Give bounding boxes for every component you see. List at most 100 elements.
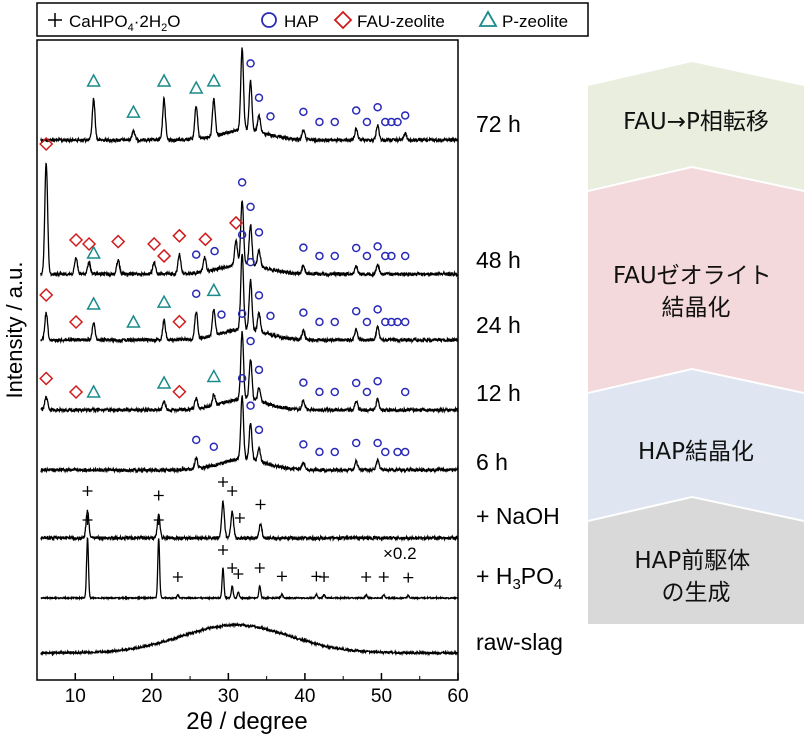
cahpo4-plus-marker bbox=[234, 512, 245, 523]
cahpo4-plus-marker bbox=[218, 545, 229, 555]
p-zeolite-triangle-marker bbox=[156, 73, 172, 87]
cahpo4-plus-marker bbox=[361, 572, 372, 582]
fau-diamond-marker bbox=[39, 371, 54, 386]
hap-circle-marker bbox=[237, 178, 247, 187]
fau-diamond-marker bbox=[68, 232, 84, 248]
fau-diamond-marker bbox=[157, 248, 172, 264]
cahpo4-plus-marker bbox=[227, 563, 238, 573]
hap-circle-marker bbox=[362, 317, 372, 327]
x-tick-label: 20 bbox=[141, 686, 162, 707]
hap-circle-marker bbox=[217, 310, 226, 319]
cahpo4-plus-marker bbox=[82, 515, 93, 525]
hap-circle-marker bbox=[191, 435, 201, 445]
trace-raw-slag bbox=[40, 621, 459, 657]
legend-circle-icon bbox=[261, 12, 277, 28]
trace-48-h bbox=[40, 162, 459, 279]
hap-circle-marker bbox=[381, 117, 390, 127]
fau-diamond-marker bbox=[172, 228, 187, 243]
cahpo4-plus-marker bbox=[172, 572, 183, 582]
hap-circle-marker bbox=[299, 243, 308, 252]
stage-arrow-fau-to-p bbox=[588, 62, 804, 190]
p-zeolite-triangle-marker bbox=[206, 368, 222, 383]
x-tick-label: 10 bbox=[65, 686, 86, 707]
cahpo4-plus-marker bbox=[378, 572, 389, 582]
hap-circle-marker bbox=[254, 425, 264, 435]
hap-circle-marker bbox=[381, 251, 390, 261]
cahpo4-plus-marker bbox=[227, 486, 238, 496]
hap-circle-marker bbox=[351, 438, 361, 448]
stage-label-hap-crystallization: HAP結晶化 bbox=[638, 439, 754, 465]
trace-12-h bbox=[40, 330, 459, 415]
p-zeolite-triangle-marker bbox=[126, 314, 141, 328]
fau-diamond-marker bbox=[81, 236, 97, 252]
hap-circle-marker bbox=[362, 387, 372, 397]
series-labels: 72 h 48 h 24 h 12 h 6 h + NaOH + H3PO4 ×… bbox=[383, 111, 563, 655]
series-label-24h: 24 h bbox=[476, 312, 521, 338]
p-zeolite-triangle-marker bbox=[206, 282, 222, 297]
legend-item-hap: HAP bbox=[261, 12, 319, 31]
p-zeolite-triangle-marker bbox=[86, 296, 101, 310]
hap-circle-marker bbox=[381, 317, 390, 327]
p-zeolite-triangle-marker bbox=[156, 294, 172, 308]
p-zeolite-triangle-marker bbox=[86, 73, 101, 87]
fau-diamond-marker bbox=[39, 287, 54, 303]
cahpo4-plus-marker bbox=[218, 477, 229, 487]
hap-circle-marker bbox=[351, 106, 361, 115]
cahpo4-plus-marker bbox=[403, 572, 414, 583]
hap-circle-marker bbox=[373, 305, 382, 314]
hap-circle-marker bbox=[237, 373, 247, 383]
series-label-72h: 72 h bbox=[476, 111, 521, 137]
legend-label-cahpo4: CaHPO4·2H2O bbox=[69, 12, 180, 34]
p-zeolite-triangle-marker bbox=[86, 245, 101, 259]
p-zeolite-triangle-marker bbox=[126, 104, 141, 118]
hap-circle-marker bbox=[400, 251, 410, 261]
hap-circle-marker bbox=[254, 93, 264, 102]
scale-label-h3po4: ×0.2 bbox=[383, 544, 417, 563]
legend-label-p-zeolite: P-zeolite bbox=[502, 12, 568, 31]
fau-diamond-marker bbox=[228, 215, 244, 230]
hap-circle-marker bbox=[373, 438, 382, 448]
hap-circle-marker bbox=[246, 59, 255, 68]
series-label-raw-slag: raw-slag bbox=[476, 629, 563, 655]
fau-diamond-marker bbox=[172, 384, 187, 399]
hap-circle-marker bbox=[373, 376, 382, 386]
fau-diamond-marker bbox=[39, 136, 54, 152]
hap-circle-marker bbox=[299, 378, 308, 387]
hap-circle-marker bbox=[381, 447, 390, 457]
p-zeolite-triangle-marker bbox=[86, 384, 101, 398]
hap-circle-marker bbox=[387, 317, 396, 327]
hap-circle-marker bbox=[400, 317, 410, 327]
series-label-48h: 48 h bbox=[476, 247, 521, 273]
hap-circle-marker bbox=[315, 251, 324, 261]
cahpo4-plus-marker bbox=[153, 515, 164, 525]
hap-circle-marker bbox=[246, 202, 255, 212]
series-label-12h: 12 h bbox=[476, 380, 521, 406]
hap-circle-marker bbox=[254, 228, 264, 237]
p-zeolite-triangle-marker bbox=[156, 375, 172, 389]
y-axis-label: Intensity / a.u. bbox=[2, 262, 27, 399]
fau-diamond-marker bbox=[198, 232, 213, 247]
x-tick-label: 40 bbox=[294, 686, 315, 707]
hap-circle-marker bbox=[315, 317, 324, 327]
legend: CaHPO4·2H2O HAP FAU-zeolite P-zeolite bbox=[36, 2, 589, 37]
hap-circle-marker bbox=[362, 251, 372, 261]
fau-diamond-marker bbox=[172, 314, 187, 329]
hap-circle-marker bbox=[299, 308, 308, 317]
hap-circle-marker bbox=[246, 401, 255, 410]
stage-arrow-hap-crystallization bbox=[588, 370, 804, 520]
hap-circle-marker bbox=[237, 230, 247, 239]
trace-6-h bbox=[40, 395, 459, 475]
series-label-6h: 6 h bbox=[476, 449, 508, 475]
legend-item-cahpo4: CaHPO4·2H2O bbox=[48, 12, 180, 34]
stage-arrow-hap-precursor bbox=[588, 498, 804, 624]
legend-plus-icon bbox=[48, 13, 62, 27]
p-zeolite-triangle-marker bbox=[206, 73, 222, 87]
cahpo4-plus-marker bbox=[319, 572, 330, 582]
series-label-h3po4: + H3PO4 bbox=[476, 563, 562, 593]
hap-circle-marker bbox=[400, 387, 410, 397]
x-tick-label: 60 bbox=[447, 686, 468, 707]
x-tick-label: 30 bbox=[218, 686, 239, 707]
hap-circle-marker bbox=[315, 117, 324, 127]
legend-label-fau: FAU-zeolite bbox=[357, 12, 445, 31]
